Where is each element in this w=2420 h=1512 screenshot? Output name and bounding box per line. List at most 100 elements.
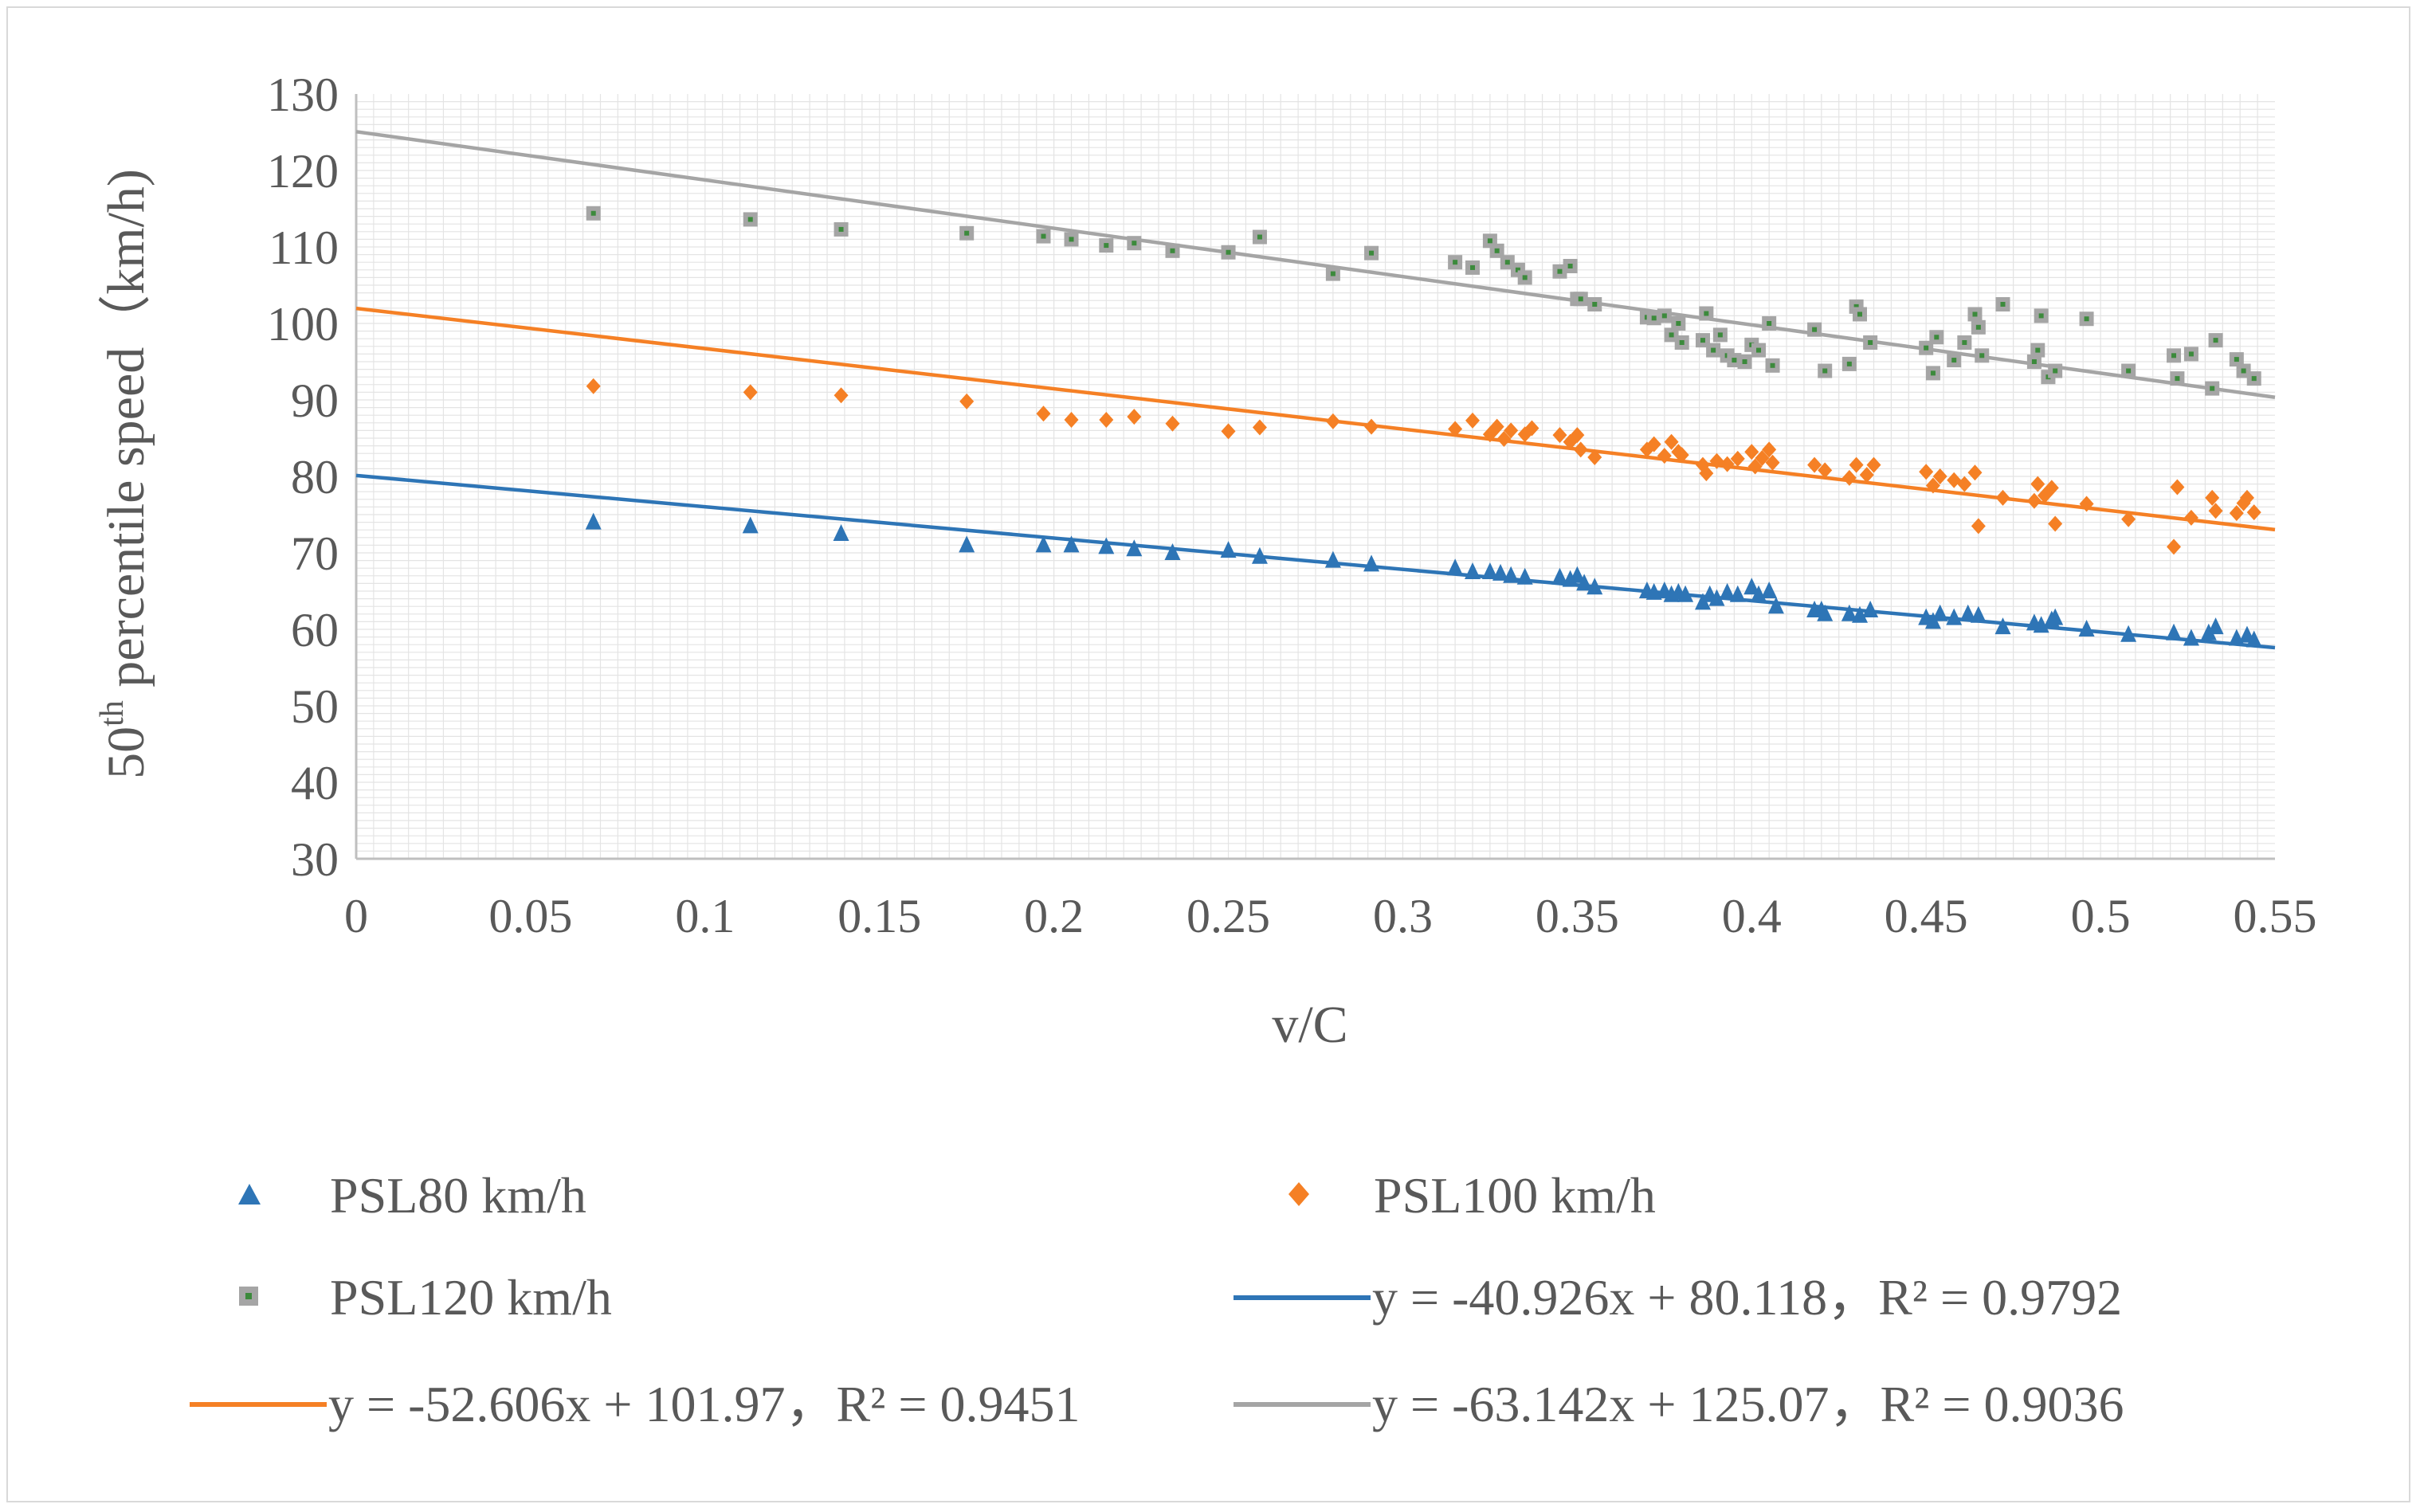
data-point-psl120-center	[1522, 275, 1528, 280]
data-point-psl120-center	[1515, 267, 1520, 272]
data-point-psl100	[1995, 489, 2010, 506]
tick-labels: 30 40 50 60 70 80 90 100 110 120 130 0 0.05 0.1 0.15 0.…	[267, 69, 2317, 942]
data-point-psl100	[2246, 504, 2261, 521]
data-point-psl120-center	[2210, 386, 2215, 391]
legend-label-trend-psl120: y = -63.142x + 125.07，R² = 0.9036	[1372, 1376, 2124, 1432]
legend-item-trend-psl100[interactable]: y = -52.606x + 101.97，R² = 0.9451	[190, 1376, 1080, 1432]
data-point-psl100	[1730, 450, 1745, 467]
data-point-psl100	[2170, 479, 2185, 496]
data-point-psl100	[1765, 454, 1780, 471]
data-point-psl100	[1489, 418, 1504, 435]
data-point-psl100	[1967, 464, 1983, 481]
x-tick-label: 0.5	[2071, 890, 2131, 942]
data-point-psl120-center	[1732, 358, 1737, 363]
data-point-psl80	[1677, 585, 1694, 602]
data-point-psl100	[1674, 447, 1689, 464]
data-point-psl120-center	[1669, 332, 1674, 338]
x-axis-title: v/C	[1272, 996, 1347, 1054]
legend-item-psl80[interactable]: PSL80 km/h	[238, 1167, 586, 1224]
data-point-psl120-center	[1494, 248, 1500, 253]
y-tick-label: 50	[291, 680, 339, 733]
data-point-psl120-center	[2126, 368, 2132, 374]
data-point-psl100	[2167, 539, 2182, 555]
y-axis-title-base: 50	[97, 727, 155, 779]
data-point-psl120-center	[2035, 347, 2041, 353]
data-point-psl100	[1699, 465, 1714, 482]
x-tick-label: 0.25	[1186, 890, 1270, 942]
data-point-psl120-center	[2053, 368, 2058, 374]
data-point-psl100	[2026, 492, 2042, 509]
data-point-psl120-center	[1369, 250, 1375, 256]
data-point-psl120-center	[2000, 302, 2006, 307]
data-point-psl100	[1646, 436, 1661, 452]
data-point-psl100	[1709, 452, 1724, 469]
y-tick-label: 60	[291, 604, 339, 656]
data-point-psl120-center	[1951, 358, 1957, 363]
data-point-psl120-center	[1041, 233, 1046, 239]
y-tick-label: 30	[291, 833, 339, 886]
data-point-psl120-center	[2188, 351, 2194, 357]
data-point-psl100	[1657, 448, 1672, 464]
data-point-psl80	[1492, 563, 1509, 581]
legend-label-psl100: PSL100 km/h	[1374, 1167, 1656, 1224]
data-point-psl80	[2207, 617, 2224, 635]
x-tick-label: 0.15	[837, 890, 921, 942]
data-point-psl80	[2200, 623, 2217, 640]
data-point-psl100	[1587, 449, 1602, 465]
legend-item-psl120[interactable]: PSL120 km/h	[239, 1269, 612, 1326]
data-point-psl80	[1481, 562, 1498, 579]
data-point-psl100	[1364, 418, 1379, 435]
data-point-psl80	[2120, 625, 2137, 642]
data-point-psl120-center	[1700, 338, 1705, 343]
data-point-psl120-center	[2171, 353, 2177, 358]
data-point-psl80	[1817, 604, 1834, 621]
data-point-psl120-center	[1104, 243, 1109, 249]
data-point-psl120-center	[1257, 234, 1262, 240]
data-point-psl100	[1744, 444, 1759, 460]
y-tick-label: 120	[267, 145, 339, 198]
legend-item-trend-psl80[interactable]: y = -40.926x + 80.118，R² = 0.9792	[1234, 1269, 2122, 1326]
data-point-psl100	[2205, 489, 2220, 506]
data-point-psl120-center	[1487, 238, 1492, 244]
legend: PSL80 km/h PSL100 km/h PSL120 km/h y = -…	[190, 1167, 2124, 1432]
data-point-psl100	[743, 384, 758, 401]
data-point-psl120-center	[1557, 268, 1563, 274]
data-point-psl100	[2079, 496, 2094, 512]
y-tick-label: 40	[291, 757, 339, 809]
data-point-psl120-center	[2038, 313, 2044, 319]
data-point-psl80	[1761, 582, 1778, 598]
data-point-psl80	[1363, 554, 1380, 572]
data-point-psl80	[1063, 535, 1080, 553]
legend-label-trend-psl80: y = -40.926x + 80.118，R² = 0.9792	[1372, 1269, 2122, 1326]
y-axis-title-rest: percentile speed（km/h)	[97, 169, 155, 700]
data-point-psl100	[1859, 467, 1874, 484]
data-point-psl80	[2245, 630, 2262, 648]
data-point-psl80	[1932, 604, 1948, 621]
data-point-psl100	[1841, 469, 1857, 486]
data-point-psl80	[1862, 601, 1879, 617]
data-point-psl120-center	[2241, 368, 2246, 374]
data-point-psl100	[1849, 456, 1864, 473]
data-point-psl100	[586, 378, 601, 394]
data-point-psl80	[1251, 546, 1268, 564]
data-point-psl120-center	[1661, 313, 1667, 319]
data-point-psl80	[959, 535, 975, 553]
data-point-psl80	[1970, 605, 1987, 623]
data-point-psl100	[1971, 518, 1986, 535]
legend-item-trend-psl120[interactable]: y = -63.142x + 125.07，R² = 0.9036	[1234, 1376, 2124, 1432]
data-point-psl80	[1098, 537, 1115, 554]
data-point-psl80	[1743, 578, 1760, 595]
data-point-psl80	[1959, 604, 1976, 621]
y-axis-title-superscript: th	[94, 700, 131, 727]
data-point-psl80	[1719, 582, 1736, 600]
data-point-psl120-center	[1704, 311, 1709, 316]
legend-item-psl100[interactable]: PSL100 km/h	[1288, 1167, 1656, 1224]
data-point-psl80	[2047, 608, 2064, 625]
data-point-psl100	[2208, 503, 2223, 519]
data-point-psl100	[1165, 415, 1180, 432]
x-tick-label: 0.05	[488, 890, 572, 942]
data-point-psl100	[1036, 405, 1051, 422]
data-point-psl120-center	[1756, 347, 1762, 353]
data-point-psl100	[833, 387, 849, 404]
data-point-psl120-center	[1930, 370, 1936, 376]
